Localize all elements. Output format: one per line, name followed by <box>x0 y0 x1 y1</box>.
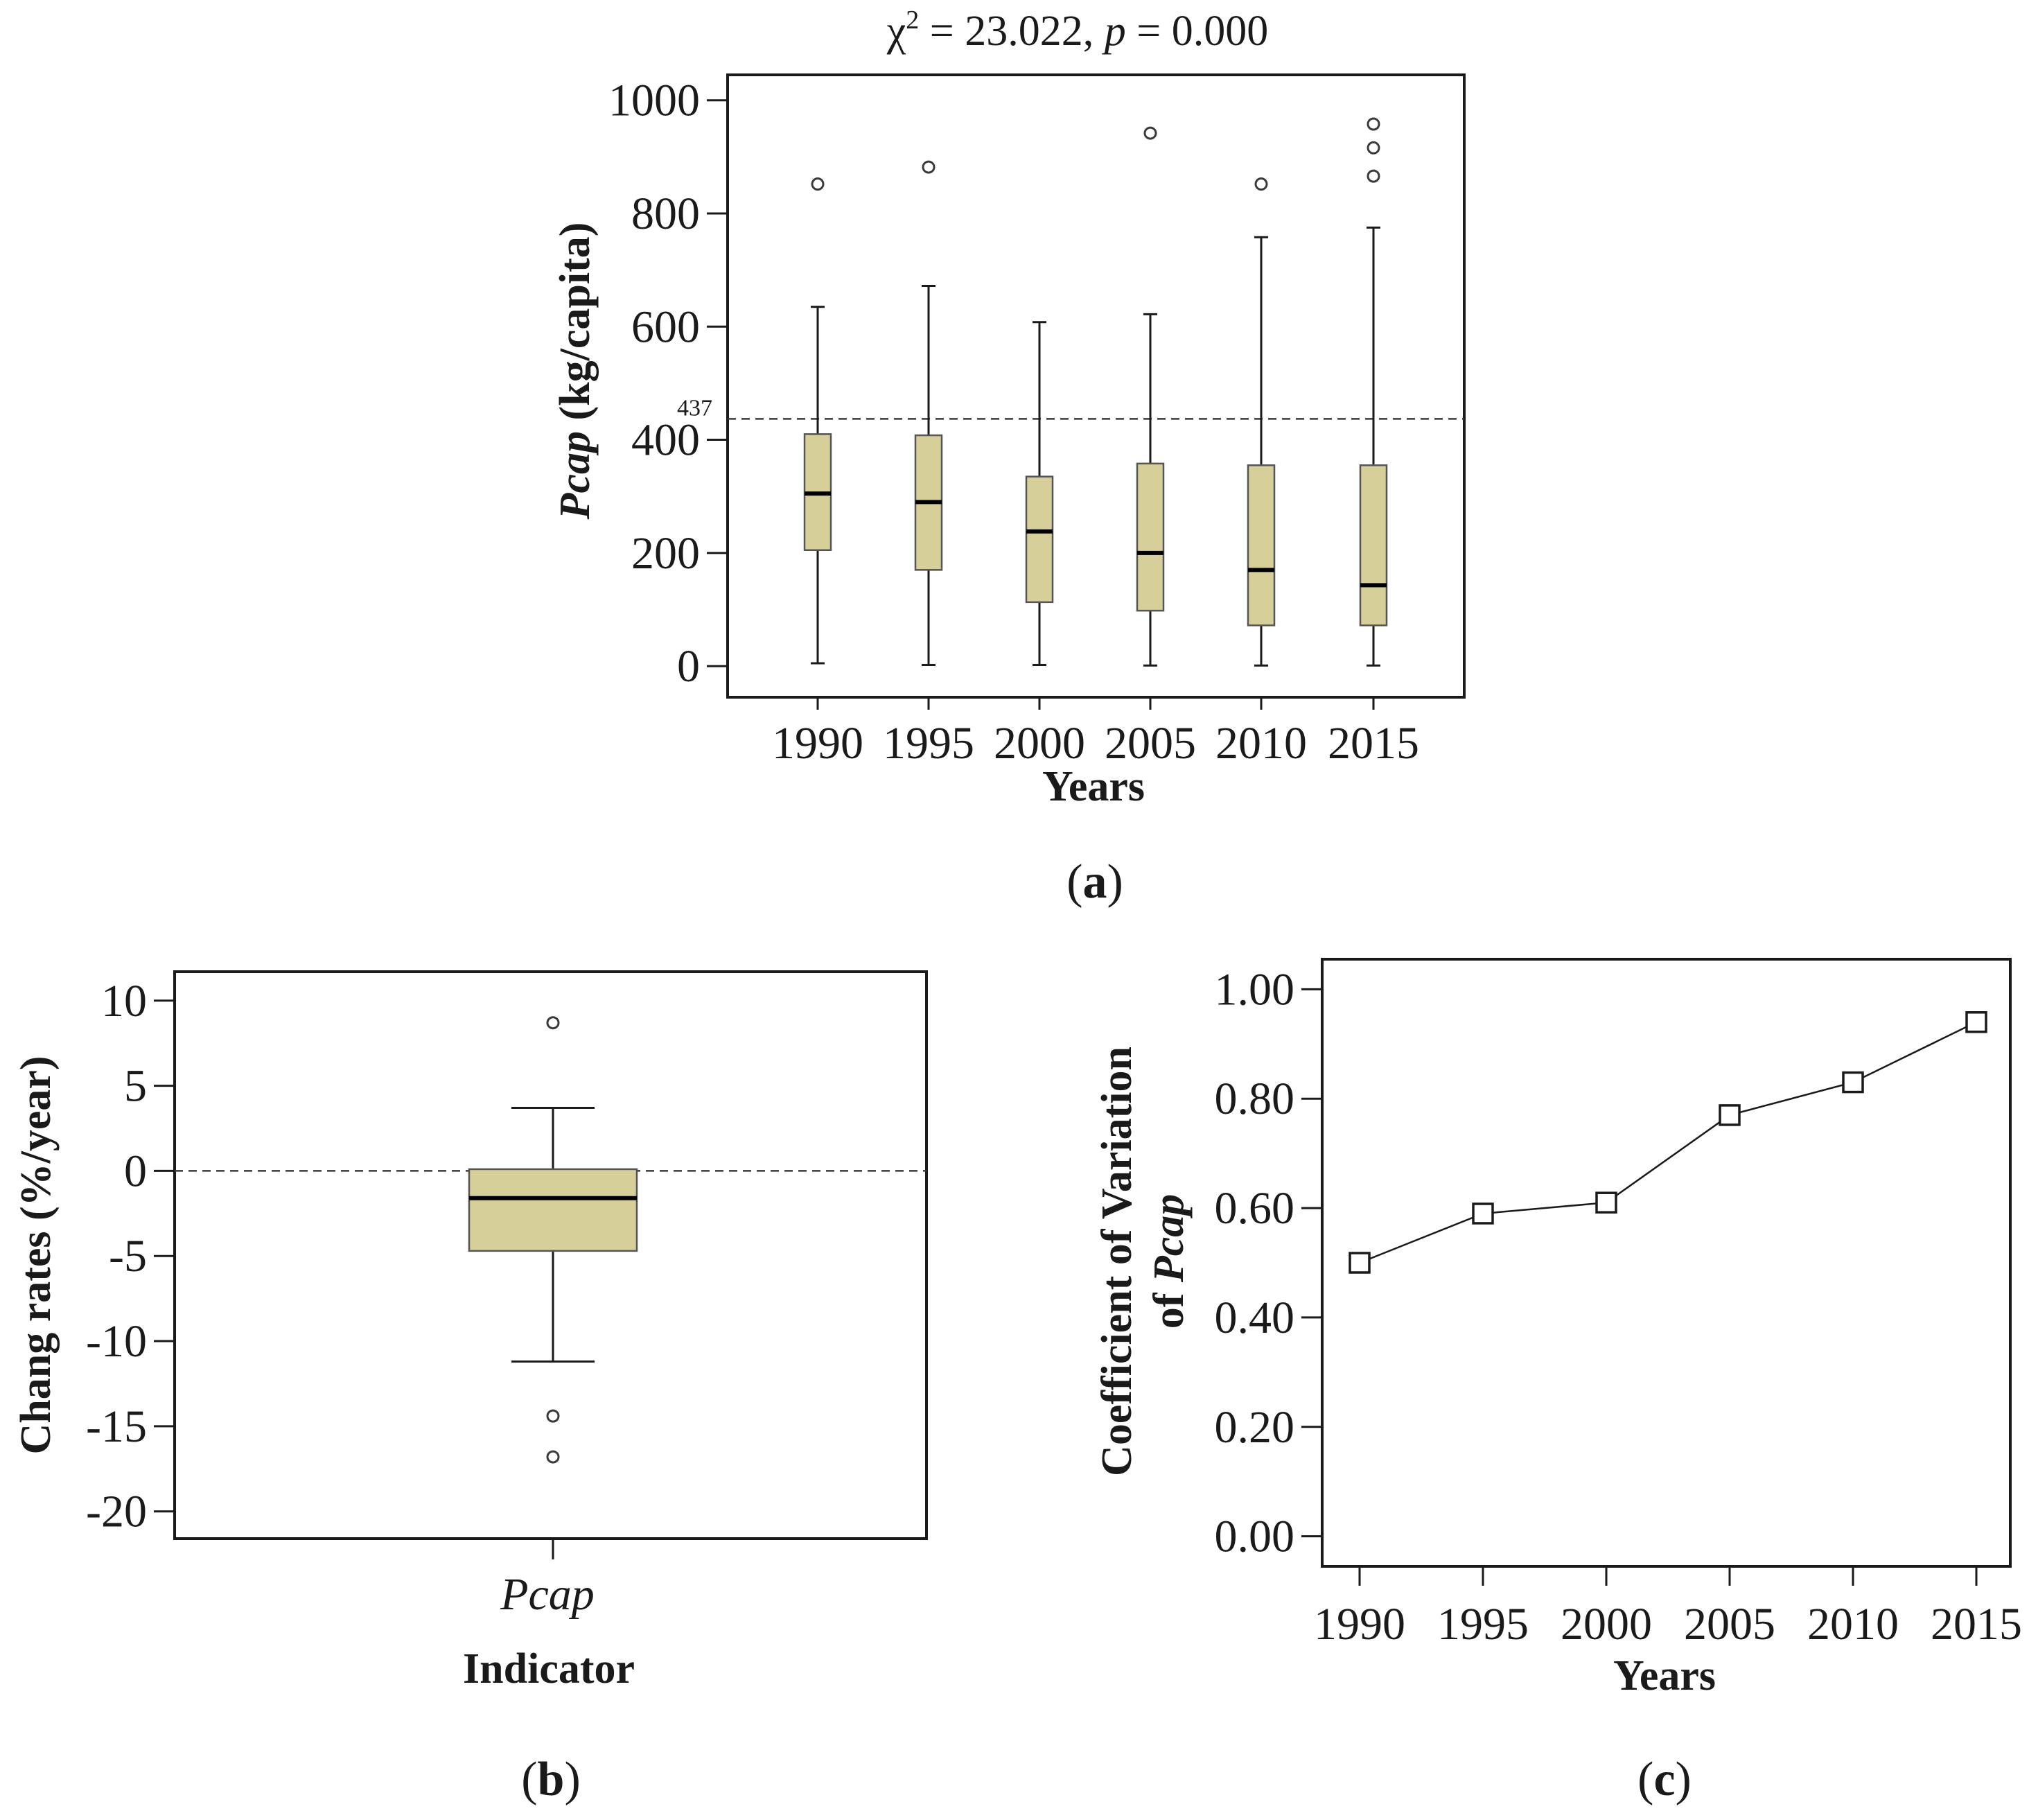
x-tick-label-c: 2015 <box>1931 1599 2022 1650</box>
x-axis-label-b: Indicator <box>463 1645 635 1692</box>
chart-a-title: χ2 = 23.022, p = 0.000 <box>886 6 1268 55</box>
y-axis-label-b: Chang rates (%/year) <box>12 1056 60 1454</box>
outlier-point <box>546 1450 560 1464</box>
outlier-point <box>546 1409 560 1423</box>
y-tick-label-b: -20 <box>86 1487 147 1537</box>
x-tick-label-c: 1995 <box>1437 1599 1529 1650</box>
y-axis-label-c-line1: Coefficient of Variation <box>1093 1047 1141 1476</box>
data-point-marker <box>1965 1011 1987 1033</box>
data-point-marker <box>1472 1202 1494 1225</box>
x-tick-label-a: 2005 <box>1105 718 1196 769</box>
outlier-point <box>1254 177 1268 191</box>
data-point-marker <box>1595 1191 1617 1214</box>
y-tick-label-c: 0.00 <box>1215 1512 1295 1562</box>
box-2015 <box>1359 464 1388 627</box>
y-tick-label-b: -5 <box>109 1231 147 1281</box>
x-axis-a: 1990 1995 2000 2005 2010 2015 <box>772 697 1419 769</box>
outlier-point <box>1367 117 1380 131</box>
data-point-marker <box>1719 1104 1741 1126</box>
outlier-point <box>546 1016 560 1030</box>
data-point-marker <box>1842 1071 1864 1094</box>
data-point-marker <box>1349 1252 1371 1274</box>
outlier-point <box>1367 141 1380 155</box>
y-tick-label-b: 5 <box>124 1061 147 1112</box>
y-tick-label-b: 10 <box>101 976 147 1026</box>
x-axis-b: Pcap <box>500 1539 595 1620</box>
plot-frame-a <box>726 73 1466 699</box>
box-2010 <box>1247 464 1276 627</box>
x-tick-label-a: 2000 <box>994 718 1085 769</box>
box-2000 <box>1025 475 1054 604</box>
y-axis-b: 10 5 0 -5 -10 -15 -20 <box>86 976 175 1537</box>
x-tick-label-c: 2000 <box>1561 1599 1652 1650</box>
x-tick-label-b: Pcap <box>500 1569 595 1620</box>
y-tick-label-c: 0.80 <box>1215 1074 1295 1124</box>
panel-label-c: (c) <box>1637 1753 1692 1806</box>
x-tick-label-c: 2010 <box>1807 1599 1899 1650</box>
x-tick-label-a: 1995 <box>883 718 974 769</box>
panel-c: 0.00 0.20 0.40 0.60 0.80 1.00 1990 1995 2000 200… <box>1093 958 2022 1806</box>
outlier-point <box>811 177 825 191</box>
outlier-point <box>1367 169 1380 183</box>
reference-line-a: 437 <box>677 395 1464 421</box>
y-tick-label-b: 0 <box>124 1146 147 1196</box>
reference-line-label: 437 <box>677 395 712 421</box>
y-tick-label-c: 1.00 <box>1215 964 1295 1015</box>
y-axis-label-a: Pcap (kg/capita) <box>552 222 599 520</box>
x-axis-c: 1990 1995 2000 2005 2010 2015 <box>1314 1566 2022 1650</box>
panel-a: χ2 = 23.022, p = 0.000 0 200 400 600 800 1000… <box>552 6 1466 909</box>
y-tick-label-c: 0.60 <box>1215 1183 1295 1234</box>
boxplots-a <box>803 117 1388 667</box>
x-tick-label-a: 2015 <box>1328 718 1419 769</box>
x-axis-label-a: Years <box>1042 763 1145 810</box>
plot-frame-b <box>173 970 928 1540</box>
panel-label-a: (a) <box>1066 855 1123 909</box>
y-tick-label-a: 400 <box>631 415 700 466</box>
series-line <box>1359 1021 1977 1264</box>
box-Pcap <box>468 1168 638 1252</box>
y-tick-label-a: 800 <box>631 189 700 239</box>
y-tick-label-c: 0.20 <box>1215 1402 1295 1453</box>
plot-frame-c <box>1321 958 2012 1568</box>
x-axis-label-c: Years <box>1613 1652 1716 1699</box>
y-tick-label-a: 600 <box>631 301 700 352</box>
outlier-point <box>1143 126 1157 140</box>
x-tick-label-a: 2010 <box>1215 718 1307 769</box>
y-tick-label-a: 0 <box>677 641 700 692</box>
x-tick-label-c: 1990 <box>1314 1599 1405 1650</box>
y-tick-label-b: -15 <box>86 1401 147 1452</box>
boxplots-b <box>468 1016 638 1464</box>
y-axis-c: 0.00 0.20 0.40 0.60 0.80 1.00 <box>1215 964 1322 1562</box>
y-tick-label-b: -10 <box>86 1316 147 1367</box>
x-tick-label-c: 2005 <box>1684 1599 1775 1650</box>
y-tick-label-a: 200 <box>631 528 700 579</box>
box-2005 <box>1136 462 1165 612</box>
line-series-c <box>1349 1011 1987 1274</box>
panel-label-b: (b) <box>521 1753 581 1806</box>
y-axis-label-c-line2: of Pcap <box>1145 1194 1193 1329</box>
outlier-point <box>922 160 936 174</box>
y-tick-label-c: 0.40 <box>1215 1293 1295 1343</box>
y-tick-label-a: 1000 <box>608 76 700 126</box>
y-axis-a: 0 200 400 600 800 1000 <box>608 76 728 692</box>
panel-b: 10 5 0 -5 -10 -15 -20 Pcap Indicator Chang rat… <box>12 970 928 1806</box>
x-tick-label-a: 1990 <box>772 718 863 769</box>
